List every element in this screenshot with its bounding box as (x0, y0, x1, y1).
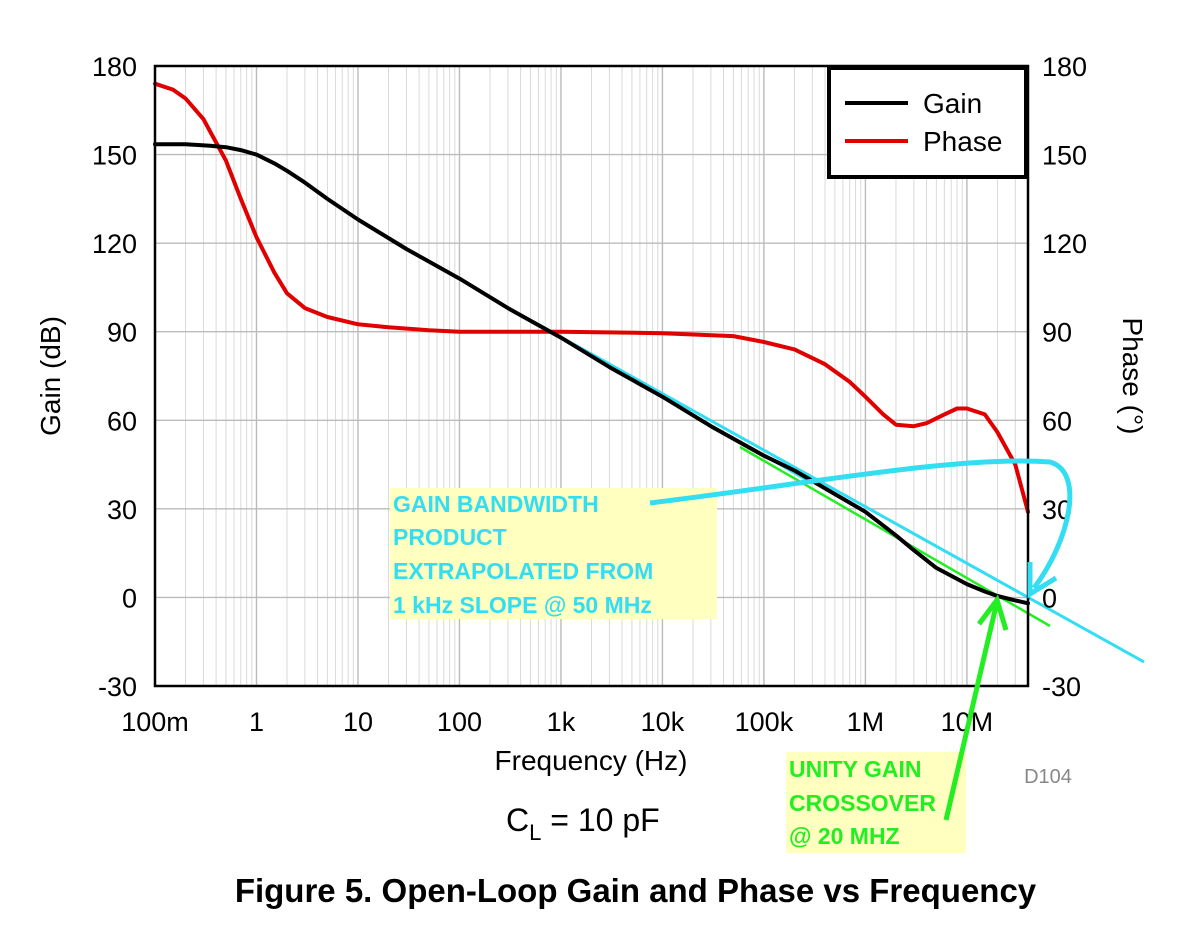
gbw-arrowhead (1027, 562, 1058, 599)
condition-sub: L (529, 820, 541, 845)
legend-box (827, 66, 1028, 179)
y-tick-label: 150 (92, 141, 137, 171)
annotation-ugc-line-2: CROSSOVER (789, 790, 936, 816)
figure-title: Figure 5. Open-Loop Gain and Phase vs Fr… (0, 872, 1187, 910)
y2-tick-label: 90 (1042, 318, 1072, 348)
plot-frame (153, 64, 1030, 688)
y-tick-label: 60 (107, 406, 137, 436)
y2-tick-label: 60 (1042, 406, 1072, 436)
y2-tick-label: 150 (1042, 141, 1087, 171)
y-tick-label: 180 (92, 52, 137, 82)
figure-id: D104 (1024, 766, 1072, 788)
annotation-gbw-line-1: GAIN BANDWIDTH (393, 491, 599, 517)
condition-rest: = 10 pF (541, 802, 659, 838)
condition-main: C (506, 802, 529, 838)
figure-title-text: Figure 5. Open-Loop Gain and Phase vs Fr… (234, 872, 1037, 909)
ugc-arrowhead (977, 594, 1009, 631)
annotation-unity-gain: UNITY GAIN CROSSOVER @ 20 MHZ (786, 752, 966, 853)
series-line-gain (153, 142, 1030, 606)
annotation-gbw-box (390, 488, 717, 619)
y-axis-label: Gain (dB) (35, 316, 66, 436)
annotation-gain-bandwidth: GAIN BANDWIDTH PRODUCT EXTRAPOLATED FROM… (390, 488, 717, 619)
annotation-ugc-line-1: UNITY GAIN (789, 756, 921, 782)
x-axis-label: Frequency (Hz) (495, 745, 688, 776)
x-tick-label: 10 (343, 707, 373, 737)
y-tick-label: 30 (107, 495, 137, 525)
annotation-arrows (649, 458, 1073, 821)
gbw-arrow (649, 458, 1073, 590)
x-tick-label: 100 (437, 707, 482, 737)
y-tick-label: 120 (92, 229, 137, 259)
x-tick-label: 100k (735, 707, 794, 737)
y2-axis-label: Phase (°) (1117, 317, 1148, 434)
y2-tick-label: 180 (1042, 52, 1087, 82)
legend-label-phase: Phase (923, 126, 1002, 157)
y2-tick-label: 0 (1042, 583, 1057, 613)
x-tick-label: 10k (641, 707, 685, 737)
series-layer (153, 81, 1030, 606)
annotation-ugc-box (786, 752, 966, 853)
legend: Gain Phase (827, 66, 1028, 179)
gbw-slope-line (537, 323, 1145, 664)
y2-tick-label: 120 (1042, 229, 1087, 259)
x-tick-label: 1 (249, 707, 264, 737)
y-tick-label: 90 (107, 318, 137, 348)
tick-labels: 100m1101001k10k100k1M10M1801801501501201… (92, 52, 1087, 737)
annotation-gbw-line-3: EXTRAPOLATED FROM (393, 558, 653, 584)
y2-tick-label: -30 (1042, 672, 1081, 702)
y-tick-label: -30 (98, 672, 137, 702)
annotation-gbw-line-2: PRODUCT (393, 524, 507, 550)
annotation-ugc-line-3: @ 20 MHZ (789, 823, 900, 849)
x-tick-label: 100m (121, 707, 189, 737)
x-tick-label: 1M (847, 707, 885, 737)
series-line-phase (153, 81, 1030, 514)
x-tick-label: 1k (547, 707, 576, 737)
condition-label: CL = 10 pF (506, 802, 660, 845)
y-tick-label: 0 (122, 583, 137, 613)
ugc-arrow (943, 605, 999, 821)
annotation-gbw-line-4: 1 kHz SLOPE @ 50 MHz (393, 592, 652, 618)
legend-label-gain: Gain (923, 88, 982, 119)
